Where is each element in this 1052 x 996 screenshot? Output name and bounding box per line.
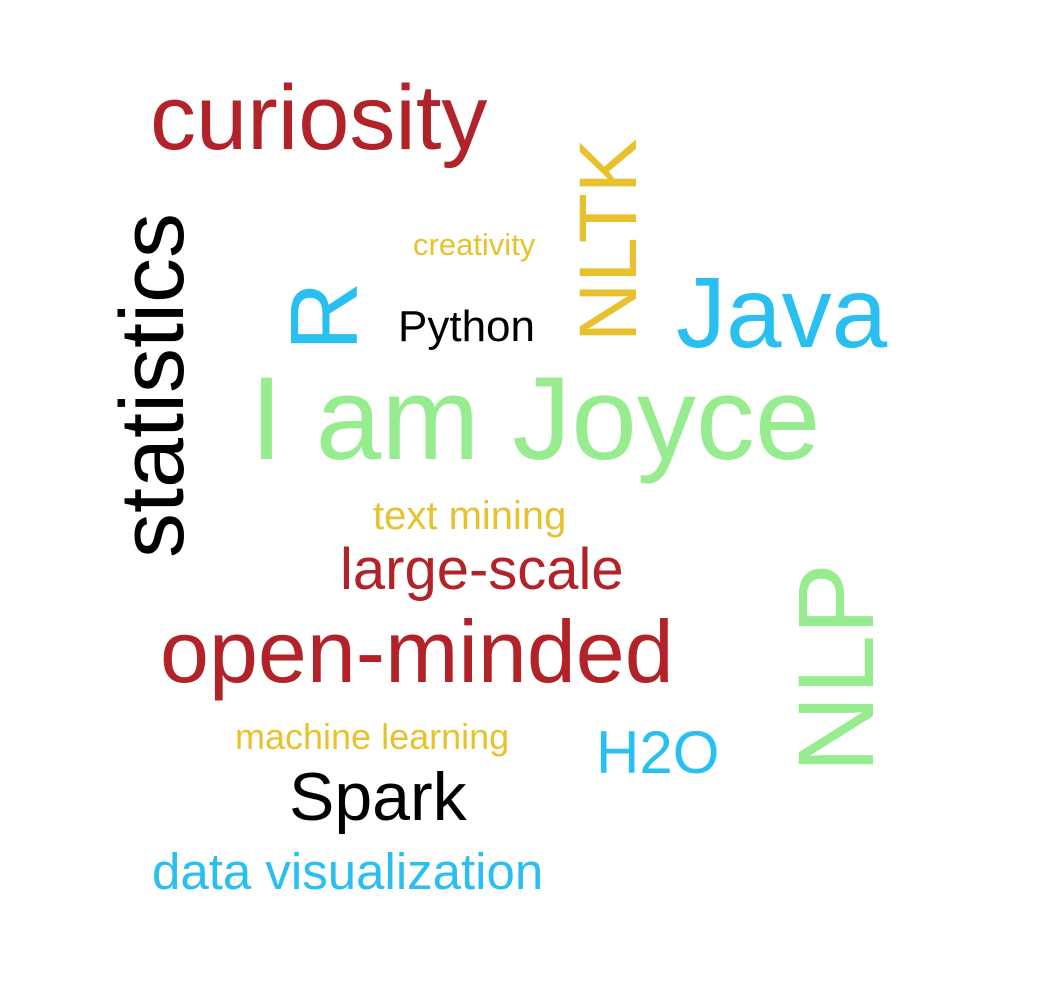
word-data-visualization: data visualization	[152, 843, 544, 900]
word-text-mining: text mining	[373, 494, 567, 538]
word-r: R	[271, 281, 378, 351]
word-large-scale: large-scale	[340, 537, 624, 602]
word-statistics: statistics	[103, 212, 203, 558]
word-spark: Spark	[289, 759, 467, 835]
word-python: Python	[398, 302, 535, 351]
word-java: Java	[676, 257, 888, 369]
word-curiosity: curiosity	[150, 67, 488, 169]
word-machine-learning: machine learning	[235, 716, 510, 757]
word-open-minded: open-minded	[160, 602, 674, 701]
word-h2o: H2O	[596, 719, 720, 786]
word-nltk: NLTK	[563, 138, 654, 342]
word-i-am-joyce: I am Joyce	[250, 353, 821, 485]
word-nlp: NLP	[775, 562, 896, 773]
word-creativity: creativity	[413, 227, 536, 262]
